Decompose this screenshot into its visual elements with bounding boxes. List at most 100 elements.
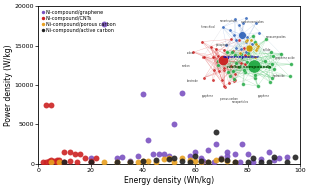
Point [78,153,82,156]
Point [198,160,203,163]
Point [127,161,132,164]
Point [114,161,119,164]
Point [258,160,263,163]
X-axis label: Energy density (Wh/kg): Energy density (Wh/kg) [124,176,214,185]
Point [232,161,237,164]
Point [153,158,158,161]
Point [151,153,156,156]
Point [93,157,98,160]
Point [127,160,132,163]
Point [219,158,224,161]
Y-axis label: Power density (W/kg): Power density (W/kg) [4,44,13,126]
Point [198,156,203,159]
Point [224,151,229,154]
Point [219,156,224,159]
Point [219,158,224,161]
Point [62,151,67,154]
Point [83,156,88,159]
Point [258,158,263,161]
Point [214,130,219,133]
Point [232,160,237,163]
Point [57,161,62,164]
Point [162,158,166,161]
Point [49,158,54,161]
Point [73,153,78,156]
Point [114,161,119,164]
Point [67,151,72,154]
Point [206,161,211,164]
Point [62,160,67,163]
Point [146,160,151,163]
Point [49,103,54,106]
Point [167,158,172,161]
Point [156,153,161,156]
Point [211,160,216,163]
Point [88,159,93,162]
Point [206,161,211,164]
Point [57,158,62,161]
Point [57,160,62,163]
Point [54,158,59,161]
Point [245,160,250,163]
Point [101,161,106,164]
Point [292,155,297,158]
Point [54,161,59,164]
Point [240,143,245,146]
Point [51,159,56,162]
Point [206,148,211,151]
Point [41,160,46,163]
Point [201,159,206,162]
Point [193,159,198,162]
Point [88,156,93,159]
Point [193,151,198,154]
Point [214,143,219,146]
Point [224,159,229,162]
Point [172,160,177,163]
Point [277,157,281,160]
Point [250,160,255,163]
Point [153,161,158,164]
Point [140,159,145,162]
Point [285,161,290,164]
Point [44,103,49,106]
Point [44,161,49,164]
Point [198,159,203,162]
Point [62,160,67,163]
Point [266,151,271,154]
Point [127,159,132,162]
Point [101,22,106,25]
Point [285,155,290,158]
Point [250,156,255,159]
Point [172,156,177,159]
Point [167,154,172,157]
Point [162,153,166,156]
Point [224,154,229,157]
Legend: Ni-compound/graphene, Ni-compound/CNTs, Ni-compound/porous carbon, Ni-compound/a: Ni-compound/graphene, Ni-compound/CNTs, … [41,9,117,34]
Point [224,158,229,161]
Point [167,156,172,159]
Point [237,161,242,164]
Point [120,155,125,158]
Point [46,159,51,162]
Point [271,155,276,158]
Point [140,93,145,96]
Point [49,161,54,164]
Point [172,123,177,126]
Point [266,161,271,164]
Point [180,159,185,162]
Point [271,158,276,161]
Point [135,154,140,157]
Point [146,139,151,142]
Point [75,160,80,163]
Point [245,153,250,156]
Point [114,156,119,159]
Point [180,91,185,94]
Point [188,160,193,163]
Point [67,159,72,162]
Point [140,159,145,162]
Point [214,158,219,161]
Point [88,160,93,163]
Point [135,160,140,163]
Point [188,154,193,157]
Point [88,160,93,163]
